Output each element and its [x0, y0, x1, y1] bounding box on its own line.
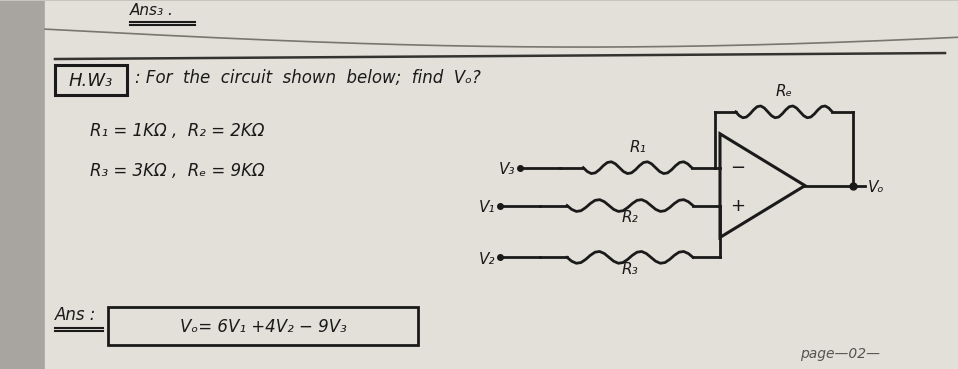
Text: R₁ = 1KΩ ,  R₂ = 2KΩ: R₁ = 1KΩ , R₂ = 2KΩ: [90, 122, 264, 140]
Bar: [55, 65, 127, 95]
Text: R₃: R₃: [622, 262, 638, 277]
Text: page—02—: page—02—: [800, 347, 880, 361]
Bar: [0, 1, 45, 369]
Text: V₃: V₃: [498, 162, 515, 177]
Text: : For  the  circuit  shown  below;  find  Vₒ?: : For the circuit shown below; find Vₒ?: [135, 69, 481, 87]
Text: −: −: [730, 159, 745, 177]
Text: R₂: R₂: [622, 210, 638, 225]
Bar: [108, 307, 418, 345]
Text: V₂: V₂: [478, 252, 495, 267]
Text: Ans₃ .: Ans₃ .: [130, 3, 173, 18]
Text: R₃ = 3KΩ ,  Rₑ = 9KΩ: R₃ = 3KΩ , Rₑ = 9KΩ: [90, 162, 264, 180]
Text: Vₒ= 6V₁ +4V₂ − 9V₃: Vₒ= 6V₁ +4V₂ − 9V₃: [179, 318, 347, 336]
Text: Rₑ: Rₑ: [775, 84, 792, 99]
Text: Vₒ: Vₒ: [868, 180, 884, 195]
Text: R₁: R₁: [629, 140, 646, 155]
Text: Ans :: Ans :: [55, 306, 97, 324]
Text: +: +: [730, 197, 745, 214]
Text: V₁: V₁: [478, 200, 495, 215]
Text: H.W₃: H.W₃: [69, 72, 113, 90]
